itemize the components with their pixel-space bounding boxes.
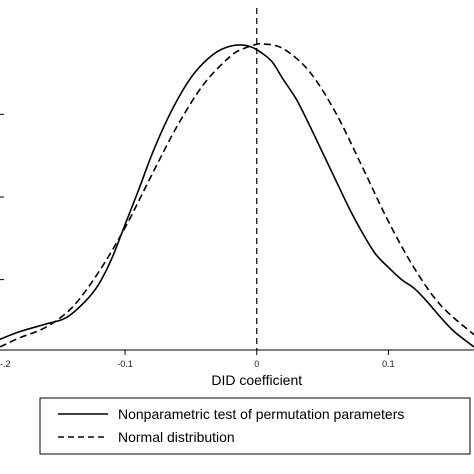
x-tick-label: 0 xyxy=(254,359,259,369)
series-line-nonparametric xyxy=(0,44,474,348)
legend-label-normal: Normal distribution xyxy=(118,429,235,445)
series-line-normal xyxy=(0,42,474,348)
x-ticks: -.2 -0.1 0 0.1 xyxy=(0,350,395,369)
plot-area: -.2 -0.1 0 0.1 xyxy=(0,8,474,369)
legend-label-nonparametric: Nonparametric test of permutation parame… xyxy=(118,406,404,422)
legend: Nonparametric test of permutation parame… xyxy=(39,397,471,455)
x-tick-label: 0.1 xyxy=(382,359,395,369)
x-tick-label: -0.1 xyxy=(117,359,133,369)
y-ticks xyxy=(0,113,4,281)
x-tick-label: -.2 xyxy=(0,359,11,369)
series-layer xyxy=(0,42,474,348)
x-axis-title: DID coefficient xyxy=(211,372,302,388)
legend-box xyxy=(39,397,471,455)
